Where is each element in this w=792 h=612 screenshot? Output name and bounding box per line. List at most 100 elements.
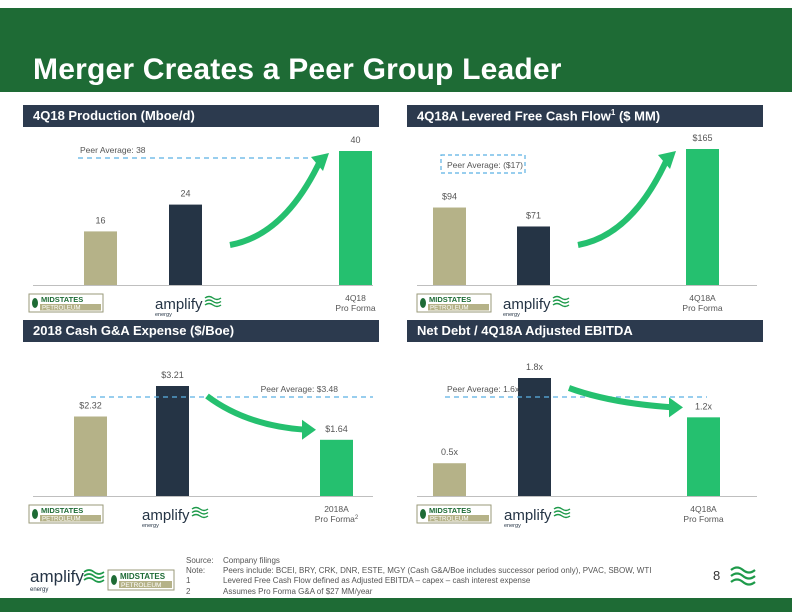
page-title: Merger Creates a Peer Group Leader — [33, 53, 562, 86]
growth-arrow-icon — [229, 153, 329, 248]
panel-title-cash-ga: 2018 Cash G&A Expense ($/Boe) — [33, 323, 235, 338]
bar-1 — [433, 207, 466, 285]
category-label-pro-forma: Pro Forma — [682, 303, 722, 313]
panel-header-free-cash-flow: 4Q18A Levered Free Cash Flow1 ($ MM) — [407, 105, 763, 127]
bar-2 — [517, 226, 550, 285]
data-label-1: 0.5x — [441, 447, 459, 457]
svg-text:MIDSTATES: MIDSTATES — [429, 295, 471, 304]
panel-title-suffix-free-cash-flow: ($ MM) — [615, 108, 661, 124]
panel-header-net-debt: Net Debt / 4Q18A Adjusted EBITDA — [407, 320, 763, 342]
svg-text:MIDSTATES: MIDSTATES — [429, 506, 471, 515]
panel-net-debt: Net Debt / 4Q18A Adjusted EBITDA 0.5x 1.8… — [407, 320, 763, 532]
data-label-3: 1.2x — [695, 401, 713, 411]
page-number: 8 — [713, 568, 721, 583]
footnote-text: Company filings — [223, 556, 280, 565]
panel-production: 4Q18 Production (Mboe/d) 16 24 40 Peer Aver… — [23, 105, 379, 318]
decline-arrow-icon — [567, 385, 683, 418]
footnote-key: Note: — [186, 566, 206, 576]
svg-text:MIDSTATES: MIDSTATES — [120, 572, 166, 581]
data-label-2: $3.21 — [161, 370, 184, 380]
bar-2 — [518, 378, 551, 496]
title-bar — [0, 8, 792, 92]
category-label-pro-forma: Pro Forma — [335, 303, 375, 313]
bar-2 — [169, 204, 202, 285]
svg-text:amplify: amplify — [142, 507, 190, 524]
svg-text:PETROLEUM: PETROLEUM — [121, 582, 161, 589]
data-label-3: $1.64 — [325, 424, 348, 434]
chart-free-cash-flow: $94 $71 $165 Peer Average: ($17) MIDSTATESPE… — [416, 133, 757, 318]
footer-amplify-logo: amplify — [30, 567, 84, 586]
svg-text:energy: energy — [503, 312, 520, 318]
bar-1 — [433, 463, 466, 496]
bar-1 — [74, 416, 107, 496]
bar-3 — [687, 417, 720, 496]
svg-text:PETROLEUM: PETROLEUM — [430, 305, 469, 312]
panel-cash-ga: 2018 Cash G&A Expense ($/Boe) $2.32 $3.21… — [23, 320, 379, 532]
footnote-note: Note: Peers include: BCEI, BRY, CRK, DNR,… — [186, 566, 651, 576]
data-label-2: 24 — [180, 189, 190, 199]
chart-production: 16 24 40 Peer Average: 38 MIDSTATESPETROLEUM… — [28, 135, 376, 318]
footnote-mark: 2 — [355, 515, 359, 521]
data-label-1: $94 — [442, 192, 457, 202]
data-label-3: 40 — [350, 135, 360, 145]
bar-3 — [320, 439, 353, 496]
peer-average-label: Peer Average: 38 — [80, 145, 146, 155]
svg-text:energy: energy — [504, 523, 521, 529]
category-label-pro-forma: 4Q18A — [689, 293, 716, 303]
svg-text:energy: energy — [142, 523, 159, 529]
footnote-key: Source: — [186, 556, 214, 565]
panel-header-production: 4Q18 Production (Mboe/d) — [23, 105, 379, 127]
peer-average-label: Peer Average: $3.48 — [261, 384, 339, 394]
growth-arrow-icon — [577, 151, 676, 248]
amplify-flag-icon — [191, 506, 209, 519]
data-label-2: 1.8x — [526, 362, 544, 372]
footnote-source: Source: Company filings — [186, 556, 651, 566]
footer-amplify-flag-icon — [83, 569, 105, 583]
decline-arrow-icon — [205, 393, 316, 440]
svg-text:energy: energy — [155, 312, 172, 318]
footnotes: Source: Company filings Note: Peers includ… — [186, 556, 651, 597]
category-label-pro-forma: 4Q18 — [345, 293, 366, 303]
bar-1 — [84, 231, 117, 285]
footnote-2: 2 Assumes Pro Forma G&A of $27 MM/year — [186, 587, 651, 597]
svg-text:amplify: amplify — [503, 296, 551, 313]
amplify-flag-icon — [553, 506, 571, 519]
top-strip — [0, 0, 792, 8]
category-label-pro-forma: Pro Forma — [683, 514, 723, 524]
footnote-key: 1 — [186, 576, 191, 586]
footer-logos: amplify energy MIDSTATES PETROLEUM — [30, 567, 175, 593]
category-label-pro-forma: 4Q18A — [690, 504, 717, 514]
footnote-text: Peers include: BCEI, BRY, CRK, DNR, ESTE… — [223, 566, 652, 576]
svg-text:PETROLEUM: PETROLEUM — [42, 516, 81, 523]
panel-free-cash-flow: 4Q18A Levered Free Cash Flow1 ($ MM) $94… — [407, 105, 763, 318]
peer-average-label: Peer Average: 1.6x — [447, 384, 520, 394]
panel-title-sup-free-cash-flow: 1 — [610, 108, 616, 117]
svg-text:PETROLEUM: PETROLEUM — [42, 305, 81, 312]
data-label-2: $71 — [526, 210, 541, 220]
panel-header-cash-ga: 2018 Cash G&A Expense ($/Boe) — [23, 320, 379, 342]
footnote-key: 2 — [186, 586, 191, 596]
amplify-flag-icon — [552, 295, 570, 308]
footnote-1: 1 Levered Free Cash Flow defined as Adjus… — [186, 576, 651, 586]
svg-text:amplify: amplify — [504, 507, 552, 524]
bottom-bar — [0, 598, 792, 612]
peer-average-label: Peer Average: ($17) — [447, 160, 523, 170]
footnote-text: Levered Free Cash Flow defined as Adjust… — [223, 576, 531, 586]
amplify-flag-icon — [204, 295, 222, 308]
footer-amplify-sub: energy — [30, 587, 48, 593]
bar-3 — [339, 151, 372, 285]
data-label-3: $165 — [692, 133, 712, 143]
panel-title-free-cash-flow: 4Q18A Levered Free Cash Flow — [417, 108, 611, 124]
svg-text:MIDSTATES: MIDSTATES — [41, 295, 83, 304]
data-label-1: $2.32 — [79, 400, 102, 410]
panel-title-production: 4Q18 Production (Mboe/d) — [33, 108, 195, 123]
svg-text:PETROLEUM: PETROLEUM — [430, 516, 469, 523]
category-label-pro-forma: 2018A — [324, 504, 349, 514]
